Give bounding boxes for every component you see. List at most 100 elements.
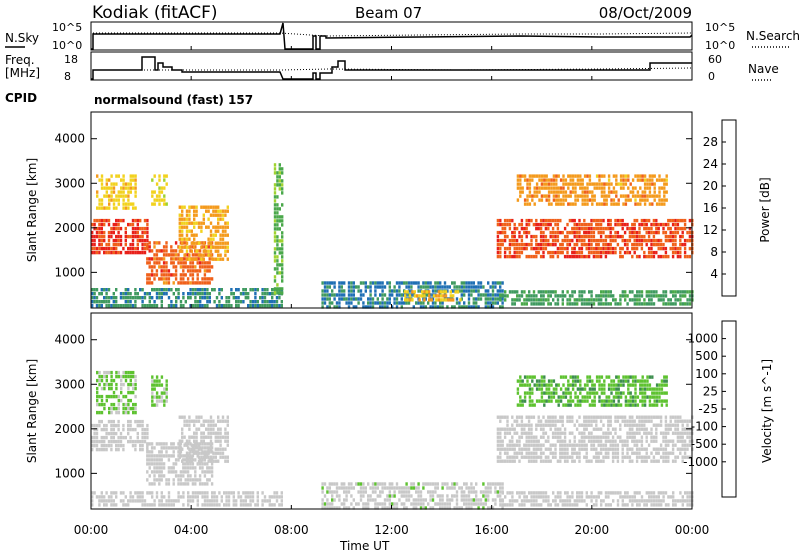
power-cell bbox=[619, 250, 622, 255]
velocity-cell bbox=[207, 431, 210, 435]
velocity-cell bbox=[91, 491, 94, 495]
power-cell bbox=[208, 261, 211, 265]
velocity-cell bbox=[112, 419, 115, 424]
velocity-cell bbox=[115, 370, 118, 375]
velocity-cell bbox=[347, 506, 351, 510]
velocity-cell bbox=[150, 446, 154, 450]
velocity-cell bbox=[110, 378, 113, 383]
velocity-cell bbox=[112, 378, 116, 383]
velocity-cell bbox=[95, 447, 99, 452]
power-cell bbox=[586, 190, 589, 194]
velocity-cell bbox=[198, 462, 202, 466]
velocity-cell bbox=[110, 370, 113, 375]
velocity-cell bbox=[511, 435, 514, 439]
velocity-cell bbox=[621, 439, 624, 443]
velocity-cell bbox=[441, 482, 444, 486]
power-cell bbox=[679, 242, 682, 247]
power-cell bbox=[439, 301, 442, 305]
power-cell bbox=[679, 238, 682, 243]
power-cell bbox=[174, 241, 178, 245]
velocity-cell bbox=[511, 423, 514, 427]
velocity-cell bbox=[590, 415, 593, 419]
velocity-cell bbox=[110, 374, 113, 379]
velocity-cell bbox=[539, 443, 543, 447]
power-cell bbox=[129, 304, 132, 308]
power-cell bbox=[379, 301, 382, 305]
power-cell bbox=[600, 202, 604, 206]
power-cell bbox=[136, 222, 139, 227]
power-cell bbox=[576, 178, 580, 182]
power-cell bbox=[626, 222, 629, 227]
velocity-cell bbox=[535, 499, 538, 503]
velocity-cell bbox=[650, 439, 653, 443]
power-cell bbox=[146, 230, 149, 235]
power-cell bbox=[134, 174, 137, 178]
power-cell bbox=[446, 289, 449, 293]
power-cell bbox=[607, 290, 610, 294]
power-cell bbox=[328, 281, 331, 285]
power-cell bbox=[398, 293, 401, 297]
velocity-cell bbox=[465, 498, 468, 502]
power-cell bbox=[588, 182, 592, 186]
power-cell bbox=[181, 229, 184, 233]
power-cell bbox=[662, 298, 665, 302]
velocity-cell bbox=[626, 439, 629, 443]
power-cell bbox=[520, 226, 524, 231]
velocity-cell bbox=[556, 435, 560, 439]
power-cell bbox=[112, 250, 115, 255]
power-cell bbox=[619, 298, 622, 302]
velocity-cell bbox=[237, 495, 240, 499]
power-cell bbox=[165, 245, 168, 249]
power-cell bbox=[217, 245, 220, 249]
velocity-cell bbox=[557, 395, 560, 399]
velocity-cell bbox=[170, 470, 173, 474]
velocity-cell bbox=[575, 419, 579, 423]
velocity-cell bbox=[124, 495, 127, 499]
velocity-cell bbox=[617, 387, 620, 391]
velocity-cell bbox=[105, 427, 108, 432]
velocity-cell bbox=[117, 427, 120, 432]
velocity-cell bbox=[651, 375, 654, 379]
velocity-cell bbox=[484, 490, 487, 494]
power-cell bbox=[537, 226, 540, 231]
power-cell bbox=[100, 174, 104, 178]
velocity-cell bbox=[597, 459, 600, 463]
power-cell bbox=[516, 182, 520, 186]
velocity-cell bbox=[172, 503, 175, 507]
power-cell bbox=[139, 226, 142, 231]
power-cell bbox=[664, 294, 668, 298]
power-cell bbox=[586, 174, 589, 178]
power-cell bbox=[615, 174, 618, 178]
velocity-cell bbox=[489, 506, 492, 510]
power-cell bbox=[278, 187, 281, 191]
velocity-cell bbox=[188, 451, 191, 455]
power-cell bbox=[214, 233, 217, 237]
velocity-cell bbox=[641, 387, 644, 391]
velocity-cell bbox=[151, 399, 154, 403]
power-cell bbox=[470, 289, 473, 293]
power-cell bbox=[540, 178, 544, 182]
velocity-cell bbox=[667, 431, 670, 435]
power-cell bbox=[244, 296, 247, 300]
power-cell bbox=[423, 290, 426, 294]
power-cell bbox=[455, 297, 459, 301]
velocity-cell bbox=[127, 439, 130, 444]
power-cell bbox=[496, 230, 500, 235]
power-cell bbox=[535, 174, 539, 178]
power-cell bbox=[595, 238, 598, 243]
velocity-cell bbox=[93, 439, 96, 444]
power-cell bbox=[345, 297, 348, 301]
power-cell bbox=[614, 218, 617, 223]
power-cell bbox=[218, 304, 221, 308]
velocity-cell bbox=[554, 499, 557, 503]
velocity-cell bbox=[242, 499, 245, 503]
power-cell bbox=[571, 226, 574, 231]
velocity-cell bbox=[489, 486, 492, 490]
power-cell bbox=[672, 302, 675, 306]
power-cell bbox=[276, 203, 279, 207]
power-cell bbox=[626, 226, 629, 231]
velocity-cell bbox=[643, 395, 647, 399]
velocity-cell bbox=[598, 387, 601, 391]
velocity-cell bbox=[190, 459, 193, 463]
power-cell bbox=[155, 261, 159, 265]
